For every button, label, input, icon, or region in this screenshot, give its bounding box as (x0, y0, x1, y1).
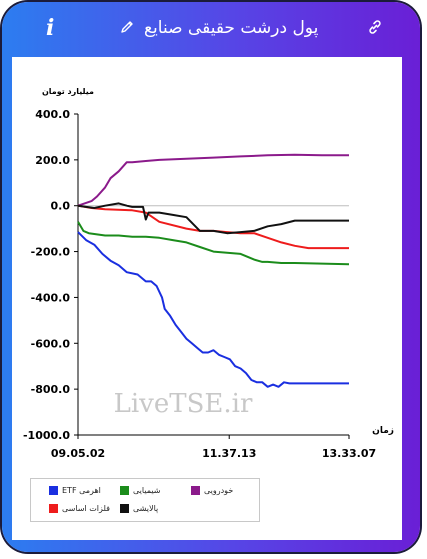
legend-label: خودرویی (204, 486, 234, 495)
y-tick-label: -200.0 (31, 246, 71, 259)
legend-swatch (49, 486, 58, 495)
widget-header: i پول درشت حقیقی صنایع (2, 2, 420, 52)
legend-swatch (120, 504, 129, 513)
y-tick-label: -400.0 (31, 291, 71, 304)
chart-legend: ETF اهرمی شیمیایی خودرویی فلزات اساسی پالایش… (30, 478, 260, 522)
watermark: LiveTSE.ir (114, 389, 253, 419)
y-tick-label: -1000.0 (23, 429, 70, 442)
x-tick-label: 11.37.13 (202, 447, 256, 460)
y-axis-label: میلیارد تومان (42, 87, 94, 96)
y-tick-label: -600.0 (31, 337, 71, 350)
y-tick-label: 0.0 (51, 200, 71, 213)
legend-item: پالایشی (120, 504, 158, 513)
series-line-5 (77, 202, 349, 235)
legend-label: شیمیایی (133, 486, 161, 495)
legend-item: خودرویی (191, 486, 233, 495)
x-tick-label: 13.33.07 (322, 447, 376, 460)
x-tick-label: 09.05.02 (51, 447, 105, 460)
pencil-icon[interactable] (120, 20, 134, 34)
widget-frame (2, 2, 420, 552)
y-tick-label: 200.0 (35, 154, 70, 167)
legend-item: ETF اهرمی (49, 486, 101, 495)
y-tick-label: -800.0 (31, 383, 71, 396)
legend-swatch (191, 486, 200, 495)
x-axis-label: زمان (372, 426, 394, 436)
series-line-2 (77, 221, 350, 266)
legend-item: شیمیایی (120, 486, 161, 495)
chart-panel (12, 57, 402, 540)
legend-swatch (49, 504, 58, 513)
legend-label: ETF اهرمی (62, 486, 101, 495)
info-icon[interactable]: i (46, 15, 55, 41)
series-line-1 (77, 231, 349, 388)
legend-swatch (120, 486, 129, 495)
series-line-4 (77, 204, 349, 250)
y-tick-label: 400.0 (35, 108, 70, 121)
legend-label: پالایشی (133, 504, 159, 513)
legend-label: فلزات اساسی (62, 504, 110, 513)
series-line-3 (77, 153, 349, 207)
link-icon[interactable] (367, 19, 383, 35)
widget-title: پول درشت حقیقی صنایع (144, 18, 319, 38)
legend-item: فلزات اساسی (49, 504, 110, 513)
